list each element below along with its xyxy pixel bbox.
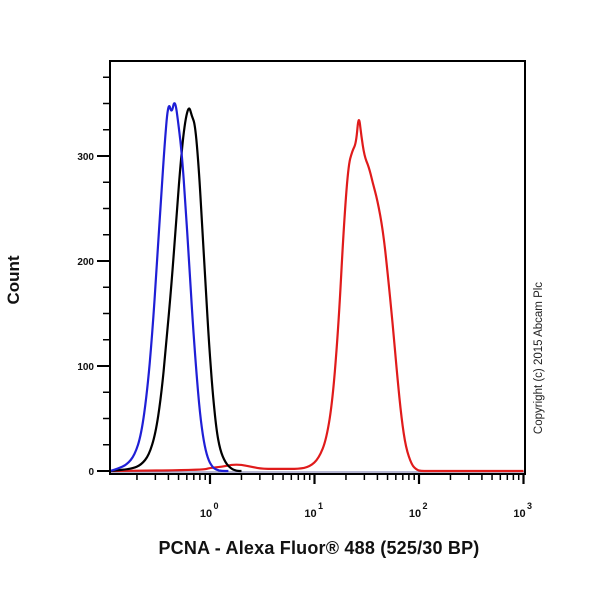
x-tick-exponent: 0 (213, 501, 218, 511)
histogram-series (109, 102, 525, 473)
x-tick-label: 10 (304, 508, 316, 520)
y-tick-label: 100 (77, 362, 94, 373)
y-axis-label: Count (4, 255, 23, 305)
x-tick-exponent: 2 (422, 501, 427, 511)
axis-ticks (97, 76, 525, 484)
blue-histogram-line (109, 102, 229, 473)
x-tick-label: 10 (409, 508, 421, 520)
x-axis-label: PCNA - Alexa Fluor® 488 (525/30 BP) (158, 538, 480, 558)
red-histogram-line (109, 119, 524, 473)
x-tick-label: 10 (513, 508, 525, 520)
y-tick-label: 200 (77, 257, 94, 268)
x-tick-exponent: 3 (527, 501, 532, 511)
y-tick-label: 0 (88, 467, 94, 478)
plot-frame (109, 60, 526, 475)
x-tick-exponent: 1 (318, 501, 323, 511)
y-tick-label: 300 (77, 152, 94, 163)
black-histogram-line (109, 107, 242, 473)
x-tick-label: 10 (200, 508, 212, 520)
copyright-notice: Copyright (c) 2015 Abcam Plc (533, 281, 545, 435)
